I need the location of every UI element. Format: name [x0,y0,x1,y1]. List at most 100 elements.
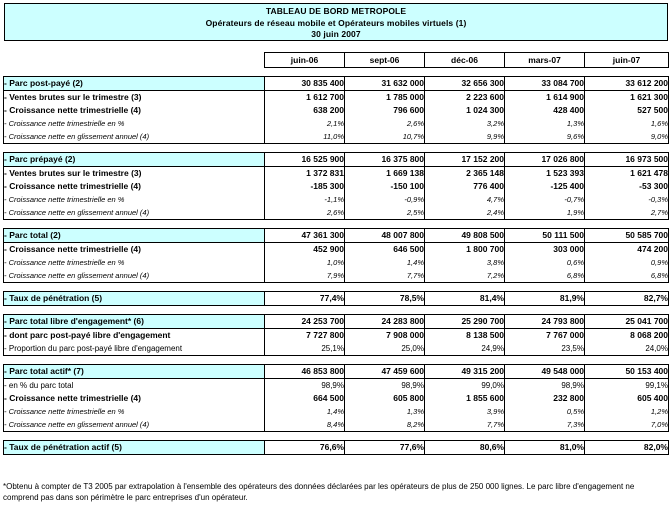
row-label: - Croissance nette en glissement annuel … [3,206,265,220]
cell-mars-07: 98,9% [504,378,585,392]
cell-sept-06: 646 500 [344,242,425,256]
row-label: - Parc total (2) [3,228,265,243]
row-label: - Parc post-payé (2) [3,76,265,91]
metrics-table: juin-06 sept-06 déc-06 mars-07 juin-07 - Parc… [3,52,669,455]
cell-mars-07: 1,3% [504,117,585,130]
cell-juin-06: 16 525 900 [264,152,345,167]
cell-juin-06: 7 727 800 [264,328,345,342]
table-row-parc-post-paye-3: - Croissance nette trimestrielle en % 2,1… [3,117,669,130]
row-spacer [3,282,669,292]
column-header-juin-06: juin-06 [264,52,345,68]
cell-juin-07: 7,0% [584,418,669,432]
cell-déc-06: 3,8% [424,256,505,269]
cell-juin-07: 82,7% [584,291,669,306]
table-row-parc-prepaye-0: - Parc prépayé (2) 16 525 900 16 375 800 17… [3,152,669,167]
row-label: - Croissance nette trimestrielle en % [3,405,265,418]
cell-juin-07: 9,0% [584,130,669,144]
table-row-parc-total-libre-engagement-1: - dont parc post-payé libre d'engagement… [3,328,669,342]
row-label: - Ventes brutes sur le trimestre (3) [3,166,265,180]
cell-juin-07: 16 973 500 [584,152,669,167]
cell-sept-06: 7 908 000 [344,328,425,342]
cell-déc-06: 1 855 600 [424,392,505,405]
table-row-parc-prepaye-4: - Croissance nette en glissement annuel … [3,206,669,220]
cell-sept-06: 1,3% [344,405,425,418]
cell-mars-07: 428 400 [504,104,585,117]
row-label: - Croissance nette trimestrielle (4) [3,242,265,256]
cell-juin-06: 30 835 400 [264,76,345,91]
cell-juin-06: 8,4% [264,418,345,432]
row-label: - Taux de pénétration actif (5) [3,440,265,455]
spacer-cell [3,219,669,229]
cell-mars-07: 81,0% [504,440,585,455]
table-row-parc-post-paye-4: - Croissance nette en glissement annuel … [3,130,669,144]
cell-sept-06: 2,5% [344,206,425,220]
cell-sept-06: 77,6% [344,440,425,455]
cell-juin-06: 638 200 [264,104,345,117]
cell-sept-06: 2,6% [344,117,425,130]
row-label: - Taux de pénétration (5) [3,291,265,306]
cell-déc-06: 4,7% [424,193,505,206]
cell-déc-06: 7,2% [424,269,505,283]
cell-juin-07: 474 200 [584,242,669,256]
row-label: - Croissance nette trimestrielle en % [3,193,265,206]
cell-juin-06: 7,9% [264,269,345,283]
cell-mars-07: 23,5% [504,342,585,356]
row-spacer [3,355,669,365]
cell-juin-06: 11,0% [264,130,345,144]
spacer-cell [3,282,669,292]
cell-déc-06: 1 024 300 [424,104,505,117]
cell-mars-07: 9,6% [504,130,585,144]
cell-déc-06: 3,9% [424,405,505,418]
cell-sept-06: 1,4% [344,256,425,269]
row-label: - Croissance nette trimestrielle (4) [3,392,265,405]
cell-juin-06: 1 612 700 [264,90,345,104]
cell-déc-06: 2 223 600 [424,90,505,104]
cell-mars-07: 1 523 393 [504,166,585,180]
report-title-box: TABLEAU DE BORD METROPOLE Opérateurs de … [4,3,668,41]
cell-juin-06: 98,9% [264,378,345,392]
row-label: - Parc prépayé (2) [3,152,265,167]
cell-juin-07: 6,8% [584,269,669,283]
cell-sept-06: 796 600 [344,104,425,117]
cell-sept-06: 25,0% [344,342,425,356]
cell-déc-06: 3,2% [424,117,505,130]
cell-sept-06: 31 632 000 [344,76,425,91]
cell-déc-06: 17 152 200 [424,152,505,167]
row-label: - Parc total libre d'engagement* (6) [3,314,265,329]
cell-juin-06: 452 900 [264,242,345,256]
cell-juin-06: 46 853 800 [264,364,345,379]
cell-juin-06: 24 253 700 [264,314,345,329]
spacer-cell [3,305,669,315]
row-spacer [3,143,669,153]
cell-sept-06: 24 283 800 [344,314,425,329]
table-body: juin-06 sept-06 déc-06 mars-07 juin-07 - Parc… [3,52,669,455]
cell-juin-07: 1,6% [584,117,669,130]
table-row-parc-prepaye-3: - Croissance nette trimestrielle en % -1,… [3,193,669,206]
cell-déc-06: 9,9% [424,130,505,144]
cell-mars-07: -0,7% [504,193,585,206]
cell-mars-07: 1 614 900 [504,90,585,104]
cell-juin-07: 527 500 [584,104,669,117]
table-row-parc-total-libre-engagement-2: - Proportion du parc post-payé libre d'e… [3,342,669,356]
table-row-parc-total-libre-engagement-0: - Parc total libre d'engagement* (6) 24 2… [3,314,669,329]
cell-déc-06: 49 808 500 [424,228,505,243]
cell-sept-06: 1 669 138 [344,166,425,180]
row-spacer [3,431,669,441]
cell-mars-07: 303 000 [504,242,585,256]
spacer-cell [3,143,669,153]
cell-mars-07: -125 400 [504,180,585,193]
column-header-juin-07: juin-07 [584,52,669,68]
page-date: 30 juin 2007 [311,29,361,39]
cell-juin-07: 1,2% [584,405,669,418]
cell-juin-06: 1,0% [264,256,345,269]
cell-déc-06: 80,6% [424,440,505,455]
table-row-parc-total-actif-3: - Croissance nette trimestrielle en % 1,4… [3,405,669,418]
row-label: - Croissance nette trimestrielle (4) [3,180,265,193]
cell-mars-07: 0,5% [504,405,585,418]
spacer-cell [3,355,669,365]
cell-mars-07: 0,6% [504,256,585,269]
cell-juin-07: 8 068 200 [584,328,669,342]
cell-sept-06: 48 007 800 [344,228,425,243]
table-row-parc-post-paye-1: - Ventes brutes sur le trimestre (3) 1 61… [3,90,669,104]
cell-juin-07: 50 585 700 [584,228,669,243]
